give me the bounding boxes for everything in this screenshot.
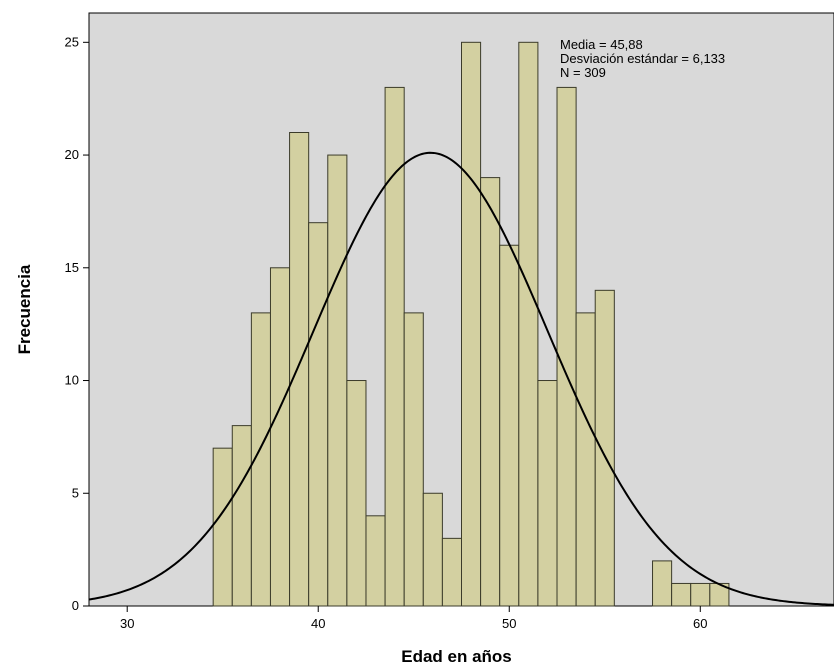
histogram-bar [346, 380, 367, 607]
y-tick-label: 0 [72, 598, 79, 613]
histogram-bar [289, 132, 310, 607]
histogram-bar [269, 267, 291, 607]
histogram-bar [461, 41, 482, 607]
stats-n: N = 309 [560, 65, 606, 80]
histogram-bar [480, 177, 501, 607]
x-tick-label: 50 [502, 616, 516, 631]
histogram-bar [384, 86, 405, 607]
normal-curve [88, 151, 834, 606]
y-tick-label: 15 [65, 260, 79, 275]
histogram-bar [212, 447, 233, 607]
x-axis: 30 40 50 60 [120, 606, 708, 631]
y-tick-label: 5 [72, 485, 79, 500]
histogram-bars [212, 41, 730, 607]
histogram-bar [422, 492, 443, 607]
histogram-bar [652, 560, 673, 607]
histogram-bar [231, 425, 252, 607]
histogram-bar [690, 582, 711, 607]
histogram-bar [365, 515, 386, 607]
histogram-bar [518, 41, 539, 607]
histogram-bar [327, 154, 348, 607]
x-tick-label: 30 [120, 616, 134, 631]
histogram-bar [671, 582, 692, 607]
y-tick-label: 10 [65, 373, 79, 388]
histogram-bar [441, 537, 462, 607]
stats-annotation: Media = 45,88 Desviación estándar = 6,13… [560, 37, 725, 80]
histogram-bar [499, 244, 520, 607]
y-axis: 0 5 10 15 20 25 [65, 34, 89, 613]
histogram-bar [556, 86, 577, 607]
histogram-bar [537, 380, 558, 607]
x-axis-title: Edad en años [401, 647, 512, 666]
histogram-bar [594, 289, 615, 607]
histogram-bar [308, 222, 329, 607]
y-tick-label: 25 [65, 34, 79, 49]
y-axis-title: Frecuencia [15, 264, 34, 354]
x-tick-label: 60 [693, 616, 707, 631]
x-tick-label: 40 [311, 616, 325, 631]
y-tick-label: 20 [65, 147, 79, 162]
histogram-bar [403, 312, 424, 607]
histogram-bar [575, 312, 596, 607]
stats-mean: Media = 45,88 [560, 37, 643, 52]
stats-sd: Desviación estándar = 6,133 [560, 51, 725, 66]
